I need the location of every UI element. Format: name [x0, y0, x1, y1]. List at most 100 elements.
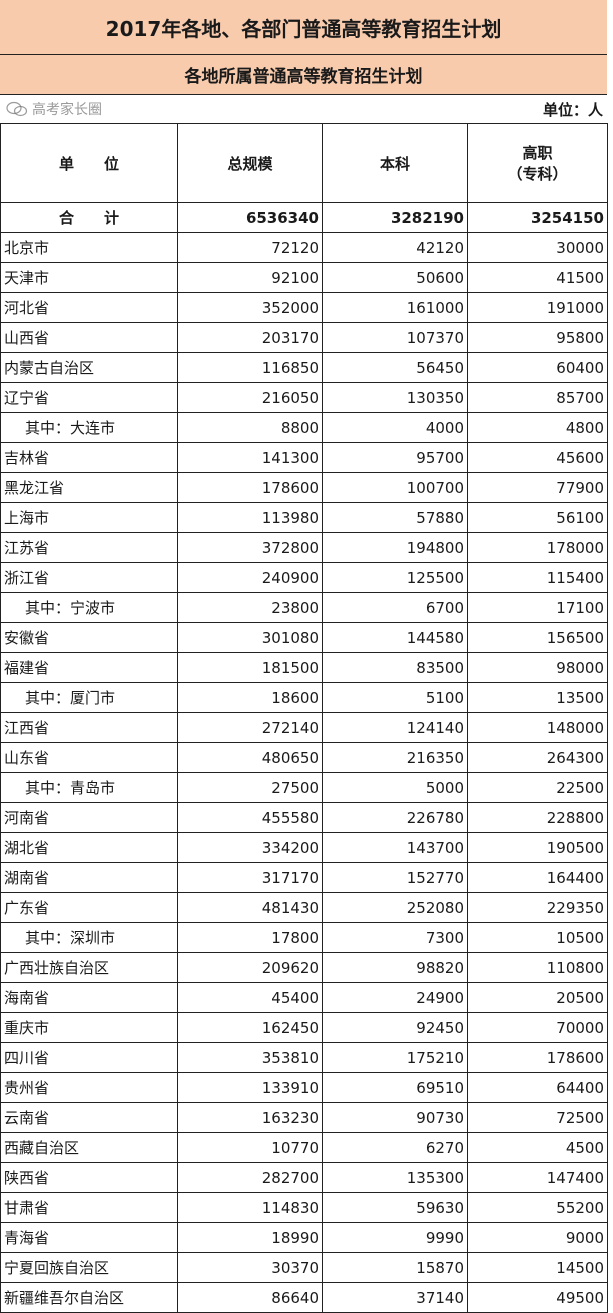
- table-row: 内蒙古自治区 116850 56450 60400: [0, 352, 608, 383]
- table-row: 青海省 18990 9990 9000: [0, 1222, 608, 1253]
- undergrad-cell: 24900: [322, 982, 468, 1013]
- vocational-cell: 156500: [467, 622, 608, 653]
- table-row: 湖南省 317170 152770 164400: [0, 862, 608, 893]
- total-cell: 114830: [177, 1192, 323, 1223]
- total-label: 合计: [0, 202, 178, 233]
- table-subtitle: 各地所属普通高等教育招生计划: [0, 55, 607, 95]
- total-cell: 216050: [177, 382, 323, 413]
- vocational-cell: 70000: [467, 1012, 608, 1043]
- undergrad-cell: 6270: [322, 1132, 468, 1163]
- enrollment-table: 单位 总规模 本科 高职 （专科） 合计 6536340 3282190 3254…: [0, 123, 608, 1313]
- table-row: 云南省 163230 90730 72500: [0, 1102, 608, 1133]
- vocational-cell: 77900: [467, 472, 608, 503]
- total-cell: 18600: [177, 682, 323, 713]
- vocational-cell: 148000: [467, 712, 608, 743]
- total-cell: 17800: [177, 922, 323, 953]
- undergrad-cell: 5000: [322, 772, 468, 803]
- table-row: 北京市 72120 42120 30000: [0, 232, 608, 263]
- table-row: 河南省 455580 226780 228800: [0, 802, 608, 833]
- total-cell: 86640: [177, 1282, 323, 1313]
- total-cell: 455580: [177, 802, 323, 833]
- region-name: 河南省: [0, 802, 178, 833]
- undergrad-cell: 226780: [322, 802, 468, 833]
- vocational-cell: 13500: [467, 682, 608, 713]
- watermark: 高考家长圈: [6, 95, 102, 123]
- total-cell: 301080: [177, 622, 323, 653]
- total-cell: 141300: [177, 442, 323, 473]
- region-name: 福建省: [0, 652, 178, 683]
- region-name: 其中：大连市: [0, 412, 178, 443]
- region-name: 吉林省: [0, 442, 178, 473]
- region-name: 江西省: [0, 712, 178, 743]
- table-row: 四川省 353810 175210 178600: [0, 1042, 608, 1073]
- undergrad-cell: 216350: [322, 742, 468, 773]
- undergrad-cell: 143700: [322, 832, 468, 863]
- region-name: 广东省: [0, 892, 178, 923]
- table-row: 山东省 480650 216350 264300: [0, 742, 608, 773]
- total-cell: 317170: [177, 862, 323, 893]
- region-name: 广西壮族自治区: [0, 952, 178, 983]
- region-name: 安徽省: [0, 622, 178, 653]
- vocational-cell: 164400: [467, 862, 608, 893]
- region-name: 宁夏回族自治区: [0, 1252, 178, 1283]
- vocational-cell: 110800: [467, 952, 608, 983]
- table-row: 江苏省 372800 194800 178000: [0, 532, 608, 563]
- table-row: 其中：青岛市 27500 5000 22500: [0, 772, 608, 803]
- region-name: 甘肃省: [0, 1192, 178, 1223]
- vocational-cell: 178600: [467, 1042, 608, 1073]
- region-name: 山东省: [0, 742, 178, 773]
- region-name: 浙江省: [0, 562, 178, 593]
- region-name: 四川省: [0, 1042, 178, 1073]
- undergrad-cell: 144580: [322, 622, 468, 653]
- undergrad-cell: 57880: [322, 502, 468, 533]
- undergrad-cell: 92450: [322, 1012, 468, 1043]
- undergrad-cell: 6700: [322, 592, 468, 623]
- region-name: 其中：深圳市: [0, 922, 178, 953]
- header-unit: 单位: [0, 123, 178, 203]
- vocational-cell: 178000: [467, 532, 608, 563]
- vocational-cell: 4800: [467, 412, 608, 443]
- total-cell: 116850: [177, 352, 323, 383]
- vocational-cell: 264300: [467, 742, 608, 773]
- undergrad-cell: 252080: [322, 892, 468, 923]
- region-name: 西藏自治区: [0, 1132, 178, 1163]
- region-name: 黑龙江省: [0, 472, 178, 503]
- undergrad-cell: 37140: [322, 1282, 468, 1313]
- region-name: 云南省: [0, 1102, 178, 1133]
- vocational-cell: 14500: [467, 1252, 608, 1283]
- region-name: 上海市: [0, 502, 178, 533]
- table-row: 其中：深圳市 17800 7300 10500: [0, 922, 608, 953]
- vocational-cell: 45600: [467, 442, 608, 473]
- total-cell: 178600: [177, 472, 323, 503]
- table-row: 新疆维吾尔自治区 86640 37140 49500: [0, 1282, 608, 1313]
- header-row: 单位 总规模 本科 高职 （专科）: [0, 123, 608, 203]
- vocational-cell: 20500: [467, 982, 608, 1013]
- total-cell: 8800: [177, 412, 323, 443]
- header-total: 总规模: [177, 123, 323, 203]
- vocational-cell: 147400: [467, 1162, 608, 1193]
- total-cell: 162450: [177, 1012, 323, 1043]
- total-cell: 23800: [177, 592, 323, 623]
- total-cell: 113980: [177, 502, 323, 533]
- vocational-cell: 64400: [467, 1072, 608, 1103]
- undergrad-cell: 95700: [322, 442, 468, 473]
- unit-label: 单位：人: [542, 100, 603, 119]
- region-name: 河北省: [0, 292, 178, 323]
- region-name: 新疆维吾尔自治区: [0, 1282, 178, 1313]
- vocational-cell: 30000: [467, 232, 608, 263]
- total-cell: 18990: [177, 1222, 323, 1253]
- table-row: 上海市 113980 57880 56100: [0, 502, 608, 533]
- region-name: 海南省: [0, 982, 178, 1013]
- table-row: 江西省 272140 124140 148000: [0, 712, 608, 743]
- total-cell: 45400: [177, 982, 323, 1013]
- table-row: 山西省 203170 107370 95800: [0, 322, 608, 353]
- table-row: 河北省 352000 161000 191000: [0, 292, 608, 323]
- header-vocational-line: （专科）: [507, 165, 568, 183]
- undergrad-cell: 107370: [322, 322, 468, 353]
- table-row: 甘肃省 114830 59630 55200: [0, 1192, 608, 1223]
- table-row: 其中：宁波市 23800 6700 17100: [0, 592, 608, 623]
- table-row: 福建省 181500 83500 98000: [0, 652, 608, 683]
- table-row: 其中：厦门市 18600 5100 13500: [0, 682, 608, 713]
- total-label-part: 计: [104, 209, 120, 227]
- undergrad-cell: 98820: [322, 952, 468, 983]
